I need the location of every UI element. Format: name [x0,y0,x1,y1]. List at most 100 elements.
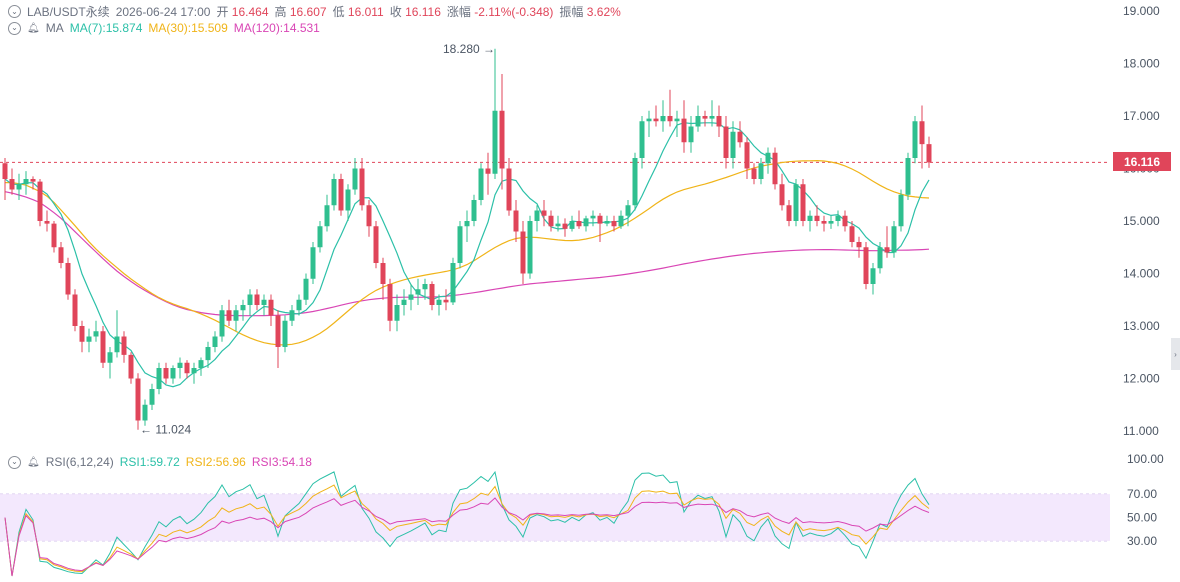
chevron-down-icon[interactable]: ⌄ [8,455,21,469]
candle-body [639,121,645,158]
candle-body [814,215,820,221]
candle-body [457,226,463,263]
rsi2-line [4,484,930,577]
candle-body [604,221,610,224]
candle-body [891,226,897,253]
candle-body [702,116,708,119]
candle-body [590,215,596,219]
candle-body [436,299,442,305]
candle-body [499,110,505,169]
candle-body [156,368,162,389]
candle-body [569,221,575,229]
candle-body [870,268,876,284]
candle-body [520,231,526,274]
rsi-tick-label: 100.00 [1127,452,1164,466]
price-tick-label: 13.000 [1123,319,1160,333]
candle-body [86,336,92,342]
price-axis: 19.00018.00017.00016.00015.00014.00013.0… [1123,4,1160,438]
candle-body [79,326,85,342]
rsi-lines [4,470,930,577]
candle-body [37,181,43,221]
open-value: 16.464 [231,5,269,19]
candle-body [723,126,729,158]
bell-icon[interactable]: 🔔︎ [27,22,40,34]
ma7-path [4,122,930,388]
candle-body [856,242,862,248]
candle-body [205,347,211,361]
candle-body [128,354,134,379]
candle-body [177,362,183,368]
ma120-value: MA(120):14.531 [233,21,320,35]
chevron-right-icon[interactable]: › [1171,338,1180,370]
ma-legend: ⌄ 🔔︎ MA MA(7):15.874 MA(30):15.509 MA(12… [8,21,320,35]
candle-body [191,368,197,374]
rsi-tick-label: 50.00 [1127,511,1157,525]
candle-body [471,200,477,221]
candle-body [548,215,554,227]
candle-body [366,205,372,227]
candle-body [338,179,344,211]
candle-body [597,215,603,224]
candle-body [289,310,295,321]
candle-body [2,163,8,179]
candle-body [772,152,778,185]
candle-body [58,247,64,263]
ma30-line [5,159,930,346]
candle-body [72,294,78,326]
price-tick-label: 15.000 [1123,214,1160,228]
ohlc-header: ⌄ LAB/USDT永续 2026-06-24 17:00 开 16.464 高… [8,3,621,20]
chevron-down-icon[interactable]: ⌄ [8,5,21,18]
candle-body [324,205,330,227]
candle-body [282,320,288,347]
candle-body [653,118,659,122]
candle-body [331,179,337,206]
candle-body [170,368,176,379]
rsi3-line [4,497,930,577]
candle-body [240,305,246,311]
candle-body [30,179,36,182]
candle-body [555,223,561,227]
candle-body [121,336,127,355]
candle-body [387,284,393,321]
price-tick-label: 11.000 [1123,424,1159,438]
candle-body [562,223,568,229]
candle-body [310,247,316,279]
candle-body [709,116,715,119]
price-tick-label: 12.000 [1123,372,1160,386]
candle-body [912,121,918,158]
candle-body [380,263,386,284]
candle-body [492,110,498,174]
datetime-label: 2026-06-24 17:00 [115,4,211,19]
chevron-down-icon[interactable]: ⌄ [8,21,21,35]
candle-body [618,215,624,227]
candle-body [443,299,449,303]
close-value: 16.116 [405,5,441,19]
candle-body [765,152,771,164]
candle-body [429,284,435,305]
candle-body [646,118,652,122]
bell-icon[interactable]: 🔔︎ [27,456,40,468]
candle-body [149,389,155,405]
candle-body [674,118,680,122]
grid-layer [0,161,1110,542]
candle-body [478,168,484,200]
candle-body [93,331,99,337]
candle-body [219,310,225,337]
rsi3-value: RSI3:54.18 [251,455,312,469]
candle-body [268,299,274,316]
amplitude-label: 振幅 [559,5,584,19]
candle-body [114,336,120,353]
candle-body [254,294,260,305]
candle-body [583,218,589,227]
candle-body [786,205,792,221]
candle-body [681,118,687,143]
candles [2,48,932,430]
candle-body [849,226,855,242]
ma30-path [5,159,930,346]
candle-body [632,158,638,206]
candle-body [422,284,428,290]
change-value: -2.11%(-0.348) [474,5,554,19]
candle-body [261,299,267,305]
candle-body [758,163,764,179]
rsi1-line [4,470,930,577]
